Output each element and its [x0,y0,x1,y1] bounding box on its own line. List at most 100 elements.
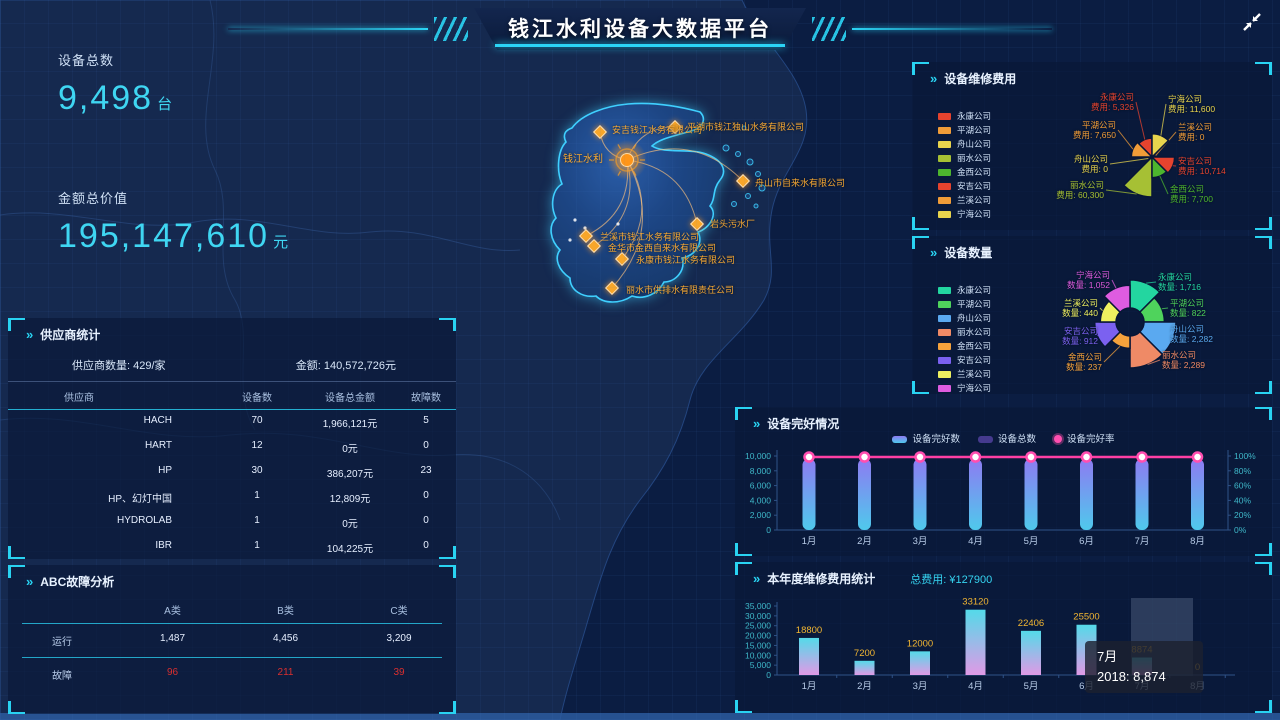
table-row[interactable]: HART 12 0元 0 [144,440,429,455]
legend-item[interactable]: 平湖公司 [938,298,991,310]
pie-leader-line [1147,359,1161,365]
legend-swatch [938,196,951,204]
condition-bar[interactable] [1080,459,1093,530]
count-legend: 永康公司平湖公司舟山公司丽水公司金西公司安吉公司兰溪公司宁海公司 [938,284,991,394]
collapse-icon[interactable] [1240,10,1264,34]
pie-label: 丽水公司 数量: 2,289 [1162,350,1205,370]
condition-bar[interactable] [1135,459,1149,530]
legend-item[interactable]: 兰溪公司 [938,194,991,206]
header-slant-left [434,17,468,41]
y-axis-tick: 15,000 [745,640,771,650]
legend-item[interactable]: 金西公司 [938,340,991,352]
count-pie-chart[interactable] [912,236,1272,394]
legend-swatch [938,140,951,148]
pie-label: 金西公司 数量: 237 [1066,352,1102,372]
legend-item[interactable]: 舟山公司 [938,312,991,324]
legend-swatch-total [977,435,993,443]
x-axis-tick: 4月 [968,536,983,547]
legend-item[interactable]: 安吉公司 [938,180,991,192]
annual-bar[interactable] [1021,630,1041,675]
bar-value-label: 12000 [907,638,933,649]
map-marker-diamond[interactable] [586,238,602,254]
legend-item[interactable]: 丽水公司 [938,152,991,164]
legend-item[interactable]: 平湖公司 [938,124,991,136]
rate-point[interactable] [1080,451,1093,463]
legend-item[interactable]: 丽水公司 [938,326,991,338]
annual-bar[interactable] [910,651,930,675]
x-axis-tick: 4月 [968,681,983,692]
legend-item[interactable]: 宁海公司 [938,208,991,220]
table-row[interactable]: HP 30 386,207元 23 [158,465,432,480]
condition-bar[interactable] [1191,459,1204,530]
y2-axis-tick: 80% [1234,466,1251,476]
supplier-summary: 供应商数量: 429/家 金额: 140,572,726元 [8,343,456,382]
pie-slice[interactable] [1129,279,1161,314]
abc-row-running: 运行 1,487 4,456 3,209 [52,633,412,648]
legend-item[interactable]: 舟山公司 [938,138,991,150]
pie-label: 舟山公司 数量: 2,282 [1170,324,1213,344]
pie-slice[interactable] [1103,284,1131,314]
table-row[interactable]: HYDROLAB 1 0元 0 [116,515,429,530]
repair-pie-chart[interactable] [912,62,1272,230]
table-row[interactable]: IBR 1 104,225元 0 [155,540,429,555]
col-device-count: 设备数 [242,393,272,404]
rate-point[interactable] [803,451,815,463]
condition-bar[interactable] [1024,459,1038,530]
bar-value-label: 7200 [854,648,875,659]
legend-item[interactable]: 永康公司 [938,110,991,122]
pie-slice[interactable] [1151,133,1170,159]
map-marker-diamond[interactable] [689,216,705,232]
condition-chart[interactable]: 10,000 8,000 6,000 4,000 2,000 0 100% 80% 60% 40%… [735,407,1272,556]
rate-point[interactable] [969,451,982,463]
pie-slice[interactable] [1150,156,1176,175]
supplier-amount-value: 140,572,726元 [323,360,396,372]
legend-item[interactable]: 安吉公司 [938,354,991,366]
annual-bar[interactable] [854,660,875,675]
page-title: 钱江水利设备大数据平台 [474,8,806,50]
col-class-c: C类 [390,606,408,617]
pie-slice[interactable] [1130,141,1154,158]
rate-point[interactable] [1136,451,1148,463]
bar-value-label: 22406 [1018,618,1044,629]
table-row[interactable]: HACH 70 1,966,121元 5 [143,415,429,430]
pie-leader-line [1146,281,1157,284]
legend-item[interactable]: 金西公司 [938,166,991,178]
condition-bar[interactable] [858,459,871,530]
pie-leader-line [1117,129,1134,150]
rate-point[interactable] [858,451,871,463]
legend-item[interactable]: 永康公司 [938,284,991,296]
legend-swatch [938,342,951,350]
annual-bar[interactable] [965,609,986,675]
map-marker-diamond[interactable] [578,228,594,244]
pie-leader-line [1167,333,1173,340]
map-marker-diamond[interactable] [604,280,620,296]
pie-label: 永康公司 费用: 5,326 [1091,92,1134,112]
legend-swatch [938,286,951,294]
rate-point[interactable] [914,451,926,463]
chart-tooltip: 7月 2018: 8,874 [1085,641,1203,693]
map-marker-diamond[interactable] [667,119,683,135]
annual-bar[interactable] [799,637,819,675]
rate-point[interactable] [1025,451,1037,463]
y-axis-tick: 0 [766,670,771,680]
rate-point[interactable] [1191,451,1204,463]
map-marker-diamond[interactable] [735,173,751,189]
hub-marker[interactable] [620,153,634,167]
map-marker-diamond[interactable] [592,124,608,140]
condition-bar[interactable] [969,459,982,530]
pie-slice[interactable] [1122,155,1153,198]
bottom-strip [0,713,1280,720]
condition-bar[interactable] [913,459,927,530]
x-axis-tick: 1月 [802,681,817,692]
pie-slice[interactable] [1093,321,1122,349]
table-row[interactable]: HP、幻灯中国 1 12,809元 0 [108,490,429,505]
map-marker-diamond[interactable] [614,251,630,267]
y-axis-tick: 10,000 [745,451,771,461]
pie-slice[interactable] [1129,330,1164,369]
legend-item[interactable]: 兰溪公司 [938,368,991,380]
header-line-left [228,28,428,30]
condition-bar[interactable] [802,459,816,530]
y-axis-tick: 20,000 [745,631,771,641]
legend-item[interactable]: 宁海公司 [938,382,991,394]
